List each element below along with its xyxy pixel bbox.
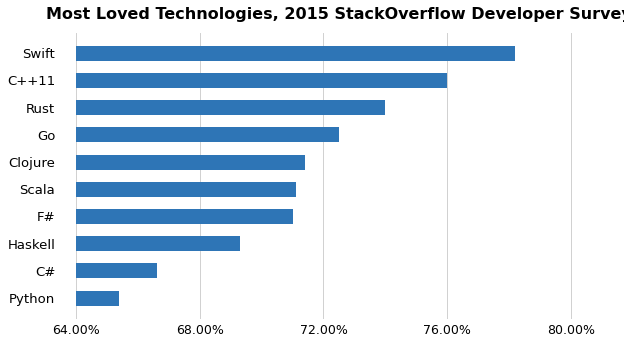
Bar <box>76 209 293 224</box>
Bar <box>76 73 447 88</box>
Title: Most Loved Technologies, 2015 StackOverflow Developer Survey: Most Loved Technologies, 2015 StackOverf… <box>46 7 624 22</box>
Bar <box>76 291 119 305</box>
Bar <box>76 127 339 142</box>
Bar <box>76 46 515 61</box>
Bar <box>76 236 240 251</box>
Bar <box>76 154 305 170</box>
Bar <box>76 100 385 115</box>
Bar <box>76 264 157 278</box>
Bar <box>76 182 296 197</box>
